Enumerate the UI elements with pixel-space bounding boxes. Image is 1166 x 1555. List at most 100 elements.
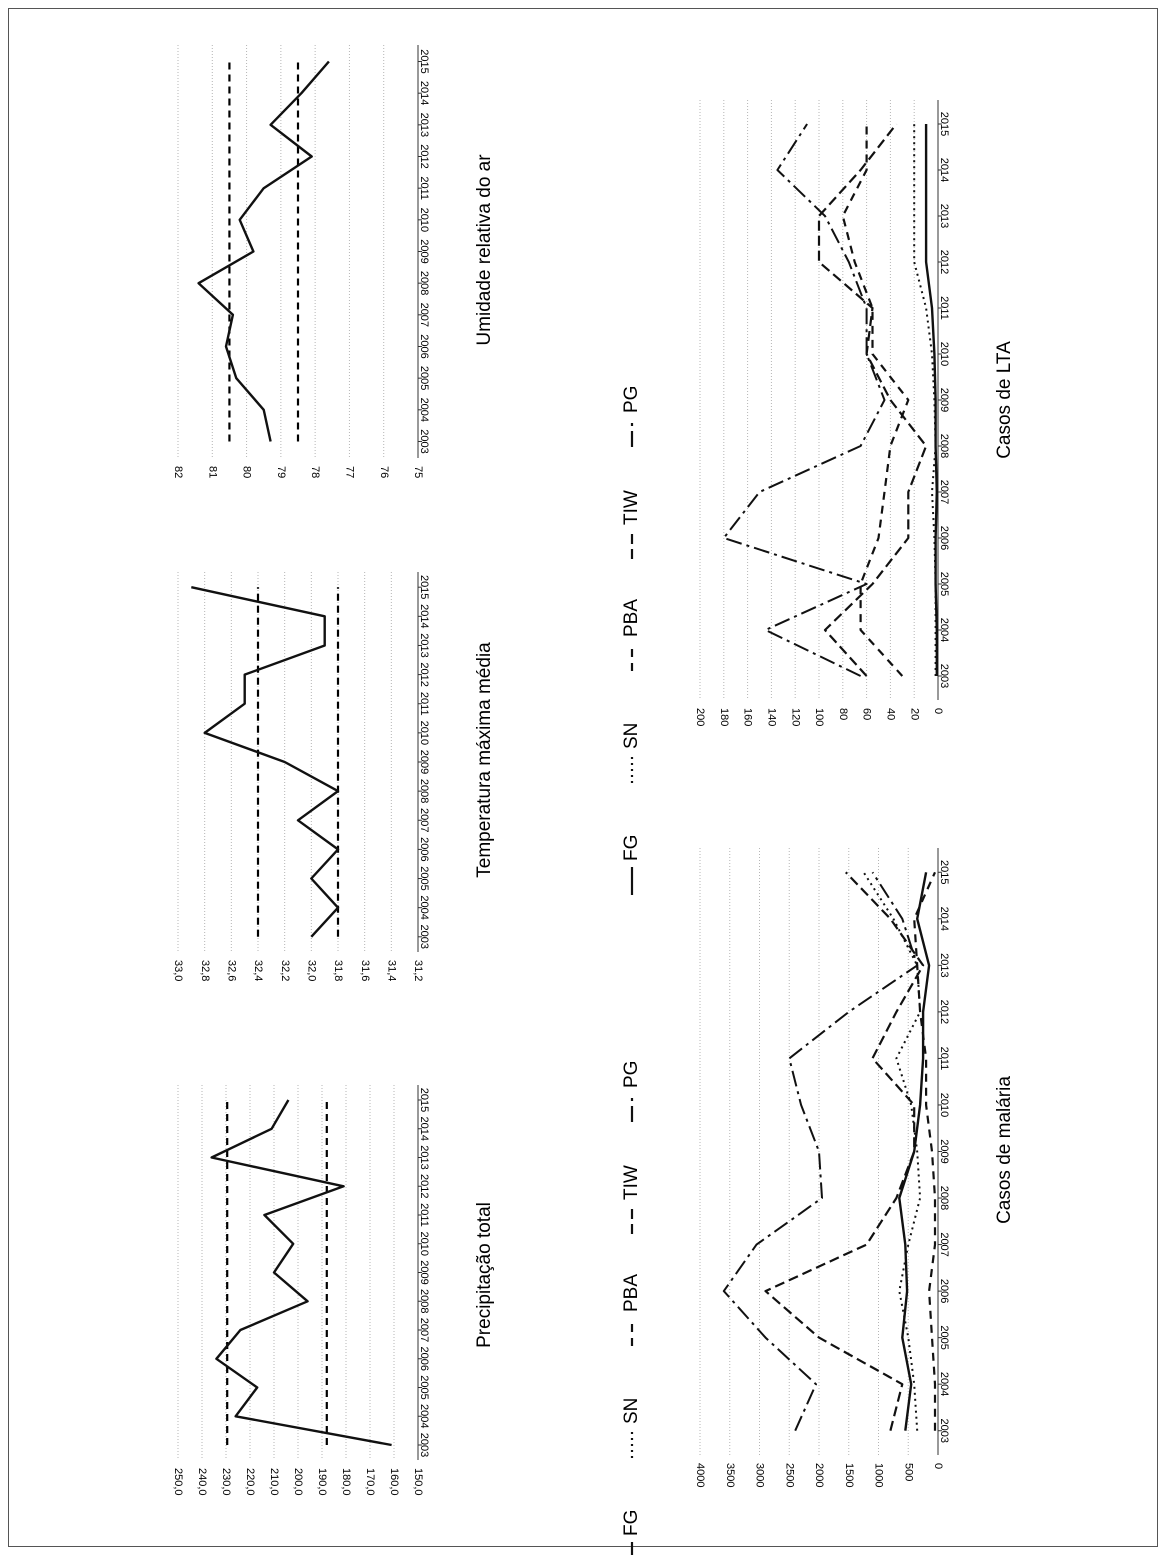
value-tick-label: 0 bbox=[932, 1463, 944, 1469]
value-tick-label: 240,0 bbox=[196, 1468, 208, 1496]
value-tick-label: 1000 bbox=[873, 1463, 885, 1487]
series-line-main bbox=[197, 60, 330, 442]
category-tick-label: 2007 bbox=[418, 808, 430, 832]
category-tick-label: 2005 bbox=[418, 1375, 430, 1399]
value-tick-label: 160 bbox=[742, 708, 754, 726]
legend-label: TIW bbox=[621, 1165, 642, 1200]
value-tick-label: 31,2 bbox=[412, 960, 424, 981]
value-tick-label: 32,0 bbox=[305, 960, 317, 981]
category-tick-label: 2014 bbox=[938, 907, 950, 931]
category-tick-label: 2007 bbox=[418, 1318, 430, 1342]
category-tick-label: 2010 bbox=[938, 1093, 950, 1117]
category-tick-label: 2008 bbox=[938, 1186, 950, 1210]
category-tick-label: 2003 bbox=[938, 664, 950, 688]
value-tick-label: 20 bbox=[908, 708, 920, 720]
value-tick-label: 78 bbox=[309, 466, 321, 478]
category-tick-label: 2004 bbox=[418, 1404, 430, 1428]
chart-4: 0 500 1000 1500 2000 2500 3000 3500 4000 2003 2004… bbox=[621, 848, 1015, 1555]
chart-1: 150,0 160,0 170,0 180,0 190,0 200,0 210,0 220,0… bbox=[172, 1085, 495, 1496]
legend: FG SN PBA TIW PG bbox=[621, 386, 642, 895]
category-tick-label: 2006 bbox=[938, 526, 950, 550]
value-tick-label: 140 bbox=[765, 708, 777, 726]
value-tick-label: 0 bbox=[932, 708, 944, 714]
category-tick-label: 2011 bbox=[418, 176, 430, 200]
value-tick-label: 76 bbox=[378, 466, 390, 478]
category-tick-label: 2006 bbox=[418, 1347, 430, 1371]
value-tick-label: 180 bbox=[718, 708, 730, 726]
chart-5: 0 20 40 60 80 100 120 140 160 180 200 2003 2004 2005 2… bbox=[621, 100, 1015, 895]
value-tick-label: 210,0 bbox=[268, 1468, 280, 1496]
value-tick-label: 150,0 bbox=[412, 1468, 424, 1496]
value-tick-label: 40 bbox=[884, 708, 896, 720]
value-tick-label: 3000 bbox=[754, 1463, 766, 1487]
legend-label: SN bbox=[621, 1398, 642, 1424]
value-tick-label: 220,0 bbox=[244, 1468, 256, 1496]
category-tick-label: 2015 bbox=[938, 860, 950, 884]
chart-title: Precipitação total bbox=[474, 1202, 495, 1348]
category-tick-label: 2015 bbox=[418, 1088, 430, 1112]
category-tick-label: 2015 bbox=[418, 575, 430, 599]
category-tick-label: 2011 bbox=[418, 1203, 430, 1227]
category-tick-label: 2012 bbox=[418, 1174, 430, 1198]
value-tick-label: 81 bbox=[206, 466, 218, 478]
value-tick-label: 31,8 bbox=[332, 960, 344, 981]
category-tick-label: 2009 bbox=[418, 750, 430, 774]
value-tick-label: 120 bbox=[789, 708, 801, 726]
value-tick-label: 190,0 bbox=[316, 1468, 328, 1496]
category-tick-label: 2003 bbox=[418, 1433, 430, 1457]
category-tick-label: 2011 bbox=[938, 1047, 950, 1071]
category-tick-label: 2010 bbox=[418, 208, 430, 232]
chart-title: Umidade relativa do ar bbox=[474, 154, 495, 346]
value-tick-label: 2500 bbox=[783, 1463, 795, 1487]
category-tick-label: 2009 bbox=[418, 239, 430, 263]
legend-label: PG bbox=[621, 386, 642, 413]
value-tick-label: 1500 bbox=[843, 1463, 855, 1487]
category-tick-label: 2006 bbox=[938, 1279, 950, 1303]
value-tick-label: 230,0 bbox=[220, 1468, 232, 1496]
chart-title: Casos de malária bbox=[994, 1076, 1015, 1224]
category-tick-label: 2005 bbox=[418, 366, 430, 390]
category-tick-label: 2011 bbox=[418, 692, 430, 716]
value-tick-label: 32,2 bbox=[279, 960, 291, 981]
legend: FG SN PBA TIW PG bbox=[621, 1061, 642, 1555]
chart-3: 75 76 77 78 79 80 81 82 2003 2004 2005 2006 2007 2008… bbox=[172, 45, 495, 478]
category-tick-label: 2013 bbox=[938, 953, 950, 977]
category-tick-label: 2006 bbox=[418, 334, 430, 358]
category-tick-label: 2014 bbox=[418, 1117, 430, 1141]
category-tick-label: 2003 bbox=[418, 429, 430, 453]
category-tick-label: 2013 bbox=[418, 113, 430, 137]
category-tick-label: 2012 bbox=[938, 250, 950, 274]
value-tick-label: 500 bbox=[902, 1463, 914, 1481]
category-tick-label: 2013 bbox=[418, 1145, 430, 1169]
category-tick-label: 2006 bbox=[418, 837, 430, 861]
legend-label: FG bbox=[621, 835, 642, 861]
series-line-pg bbox=[722, 871, 919, 1432]
category-tick-label: 2008 bbox=[938, 434, 950, 458]
category-tick-label: 2010 bbox=[938, 342, 950, 366]
category-tick-label: 2005 bbox=[418, 866, 430, 890]
value-tick-label: 32,8 bbox=[199, 960, 211, 981]
series-line-tiw bbox=[817, 123, 928, 677]
series-line-main bbox=[191, 586, 340, 938]
category-tick-label: 2004 bbox=[418, 398, 430, 422]
value-tick-label: 250,0 bbox=[172, 1468, 184, 1496]
value-tick-label: 180,0 bbox=[340, 1468, 352, 1496]
series-line-fg bbox=[898, 872, 931, 1431]
category-tick-label: 2008 bbox=[418, 779, 430, 803]
value-tick-label: 75 bbox=[412, 466, 424, 478]
category-tick-label: 2009 bbox=[418, 1260, 430, 1284]
value-tick-label: 200,0 bbox=[292, 1468, 304, 1496]
figure-frame bbox=[8, 8, 1158, 1547]
category-tick-label: 2009 bbox=[938, 388, 950, 412]
category-tick-label: 2014 bbox=[938, 158, 950, 182]
value-tick-label: 79 bbox=[275, 466, 287, 478]
value-tick-label: 80 bbox=[837, 708, 849, 720]
category-tick-label: 2005 bbox=[938, 572, 950, 596]
series-line-tiw bbox=[764, 871, 925, 1431]
value-tick-label: 82 bbox=[172, 466, 184, 478]
series-line-pg bbox=[722, 123, 886, 677]
value-tick-label: 31,4 bbox=[385, 960, 397, 981]
category-tick-label: 2015 bbox=[938, 112, 950, 136]
category-tick-label: 2013 bbox=[418, 633, 430, 657]
